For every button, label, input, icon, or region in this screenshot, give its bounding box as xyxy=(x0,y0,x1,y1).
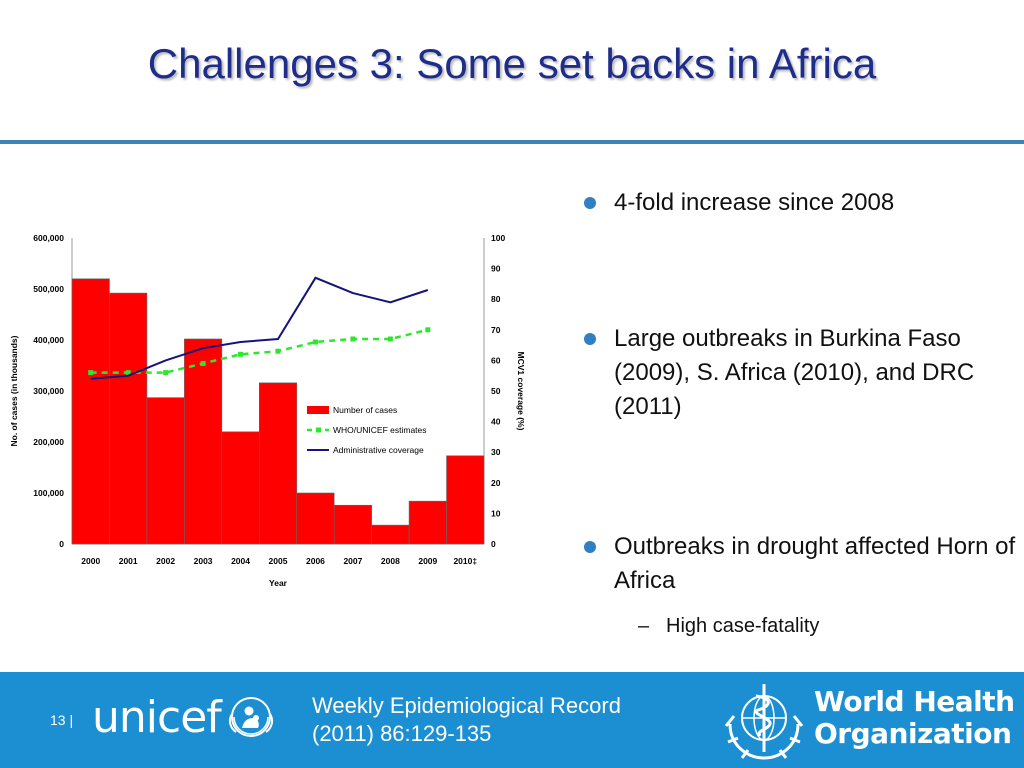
who-unicef-point-2006 xyxy=(312,339,318,345)
who-name-line-2: Organization xyxy=(814,717,1012,750)
sub-bullet: – High case-fatality xyxy=(638,612,819,640)
bar-2003 xyxy=(184,338,223,545)
bar-2008 xyxy=(371,524,410,545)
right-tick-label: 20 xyxy=(491,478,501,488)
right-tick-label: 60 xyxy=(491,355,501,365)
who-wordmark: World Health Organization xyxy=(814,686,1015,750)
bullet-dot-icon xyxy=(584,197,596,209)
bullet-item: Outbreaks in drought affected Horn of Af… xyxy=(580,530,1020,598)
bar-2001 xyxy=(109,292,148,545)
right-tick-label: 30 xyxy=(491,447,501,457)
left-tick-label: 0 xyxy=(59,539,64,549)
x-tick-label: 2008 xyxy=(381,556,400,566)
unicef-emblem-icon xyxy=(228,697,274,737)
bullet-item: 4-fold increase since 2008 xyxy=(580,186,1020,220)
x-tick-label: 2000 xyxy=(81,556,100,566)
bar-2000 xyxy=(71,278,110,545)
bullet-item: Large outbreaks in Burkina Faso (2009), … xyxy=(580,322,1020,424)
right-tick-label: 0 xyxy=(491,539,496,549)
bullet-dot-icon xyxy=(584,333,596,345)
title-divider xyxy=(0,140,1024,144)
page-number: 13 | xyxy=(50,712,73,728)
x-tick-label: 2009 xyxy=(418,556,437,566)
x-tick-label: 2004 xyxy=(231,556,250,566)
who-unicef-point-2007 xyxy=(350,336,356,342)
bullet-text: 4-fold increase since 2008 xyxy=(614,189,895,216)
x-tick-label: 2001 xyxy=(119,556,138,566)
x-tick-label: 2006 xyxy=(306,556,325,566)
who-unicef-point-2004 xyxy=(238,351,244,357)
legend-label-who-unicef: WHO/UNICEF estimates xyxy=(333,425,427,435)
right-tick-label: 10 xyxy=(491,508,501,518)
bar-2005 xyxy=(258,382,298,545)
left-tick-label: 400,000 xyxy=(33,335,64,345)
page-number-value: 13 xyxy=(50,712,66,728)
bullet-dot-icon xyxy=(584,541,596,553)
right-tick-label: 70 xyxy=(491,325,501,335)
left-tick-label: 500,000 xyxy=(33,284,64,294)
left-axis-title: No. of cases (in thousands) xyxy=(9,335,19,446)
bullet-text: Outbreaks in drought affected Horn of Af… xyxy=(614,533,1016,594)
left-tick-label: 600,000 xyxy=(33,233,64,243)
right-tick-label: 80 xyxy=(491,294,501,304)
footer-bar: 13 | unicef Weekly Epidemiological Recor… xyxy=(0,672,1024,768)
bar-2002 xyxy=(146,397,185,545)
reference-line-2: (2011) 86:129-135 xyxy=(312,721,492,746)
who-unicef-point-2001 xyxy=(125,370,131,376)
who-unicef-point-2000 xyxy=(88,370,94,376)
x-tick-label: 2010‡ xyxy=(453,556,477,566)
left-tick-label: 100,000 xyxy=(33,488,64,498)
bar-2004 xyxy=(221,431,260,545)
bullet-text: Large outbreaks in Burkina Faso (2009), … xyxy=(614,325,975,420)
bar-2010‡ xyxy=(446,455,485,545)
who-unicef-point-2008 xyxy=(387,336,393,342)
legend-swatch-cases xyxy=(307,406,329,414)
who-unicef-estimates-line xyxy=(90,328,429,374)
who-unicef-point-2005 xyxy=(275,348,281,354)
who-unicef-point-2002 xyxy=(163,370,169,376)
who-unicef-point-2003 xyxy=(200,360,206,366)
legend-marker-who-unicef xyxy=(316,427,321,433)
right-axis-title: MCV1 coverage (%) xyxy=(516,352,526,431)
measles-cases-chart: 0 100,000 200,000 300,000 400,000 500,000 600,… xyxy=(9,233,526,588)
bar-2006 xyxy=(296,492,335,545)
bar-2007 xyxy=(333,504,372,545)
slide-title: Challenges 3: Some set backs in Africa xyxy=(147,40,877,87)
who-unicef-point-2009 xyxy=(425,327,431,333)
x-tick-label: 2002 xyxy=(156,556,175,566)
who-name-line-1: World Health xyxy=(814,685,1015,718)
legend-label-admin: Administrative coverage xyxy=(333,445,424,455)
unicef-logo: unicef xyxy=(92,692,222,743)
right-tick-label: 90 xyxy=(491,264,501,274)
who-emblem-icon xyxy=(724,684,804,760)
x-tick-label: 2007 xyxy=(343,556,362,566)
right-tick-label: 50 xyxy=(491,386,501,396)
x-axis-title: Year xyxy=(269,578,288,588)
administrative-coverage-line xyxy=(90,276,429,380)
bar-2009 xyxy=(408,500,447,545)
right-tick-label: 40 xyxy=(491,417,501,427)
reference-citation: Weekly Epidemiological Record (2011) 86:… xyxy=(312,692,621,748)
reference-line-1: Weekly Epidemiological Record xyxy=(312,693,621,718)
x-tick-label: 2003 xyxy=(194,556,213,566)
dash-icon: – xyxy=(638,615,650,637)
legend-label-cases: Number of cases xyxy=(333,405,397,415)
right-tick-label: 100 xyxy=(491,233,505,243)
left-tick-label: 300,000 xyxy=(33,386,64,396)
x-tick-label: 2005 xyxy=(269,556,288,566)
left-tick-label: 200,000 xyxy=(33,437,64,447)
page-separator: | xyxy=(69,712,74,728)
sub-bullet-text: High case-fatality xyxy=(666,615,820,637)
